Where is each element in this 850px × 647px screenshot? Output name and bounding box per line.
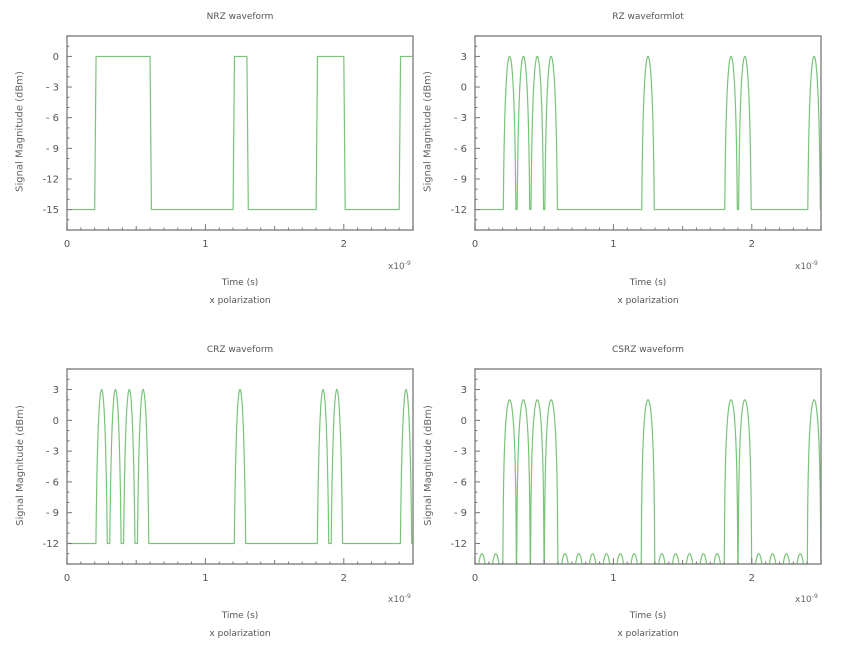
y-tick-label: 3 — [461, 52, 467, 63]
x-axis-exponent: x10-9 — [388, 593, 411, 605]
x-tick-label: 1 — [202, 239, 208, 250]
waveform-line — [67, 55, 413, 211]
crz-chart: CRZ waveform 0 1 2 3 0 - 3 - 6 - 9 -12 Signal Ma… — [7, 0, 423, 647]
axes-box — [66, 368, 414, 565]
y-tick-label: -12 — [43, 174, 59, 185]
y-tick-label: 3 — [53, 385, 59, 396]
y-tick-label: - 9 — [46, 508, 59, 519]
y-tick-label: - 3 — [454, 447, 467, 458]
x-axis-exponent: x10-9 — [795, 593, 818, 605]
x-tick-label: 2 — [749, 239, 755, 250]
plot-area: 0 1 2 3 0 - 3 - 6 - 9 -12 — [43, 368, 414, 584]
y-tick-label: - 3 — [46, 447, 59, 458]
x-tick-label: 1 — [610, 573, 616, 584]
plot-area: 0 1 2 3 0 - 3 - 6 - 9 -12 — [451, 368, 822, 584]
y-tick-label: 0 — [461, 83, 467, 94]
y-tick-label: - 3 — [454, 113, 467, 124]
y-tick-label: 0 — [53, 416, 59, 427]
y-tick-label: -12 — [451, 539, 467, 550]
y-axis-label: Signal Magnitude (dBm) — [14, 404, 26, 526]
chart-title: NRZ waveform — [206, 12, 274, 22]
y-tick-label: - 9 — [46, 144, 59, 155]
x-axis-exponent: x10-9 — [795, 260, 818, 272]
x-tick-label: 1 — [610, 239, 616, 250]
x-axis-label: Time (s) — [221, 611, 259, 621]
axes-box — [474, 368, 822, 565]
axes-box — [66, 35, 414, 231]
y-tick-label: -12 — [43, 539, 59, 550]
x-tick-label: 0 — [64, 573, 70, 584]
x-axis-label: Time (s) — [629, 611, 667, 621]
y-tick-label: - 9 — [454, 174, 467, 185]
waveform-line — [67, 388, 413, 545]
y-axis-label: Signal Magnitude (dBm) — [422, 404, 434, 526]
nrz-chart: NRZ waveform 0 1 2 0 - 3 - 6 - 9 -12 -15 Signal … — [7, 0, 423, 647]
rz-chart: RZ waveformlot 0 1 2 3 0 - 3 - 6 - 9 -12 Signal … — [415, 0, 831, 647]
plot-area: 0 1 2 0 - 3 - 6 - 9 -12 -15 — [43, 35, 414, 250]
y-tick-label: 3 — [461, 385, 467, 396]
y-tick-label: 0 — [461, 416, 467, 427]
axes-box — [474, 35, 822, 231]
y-tick-label: - 6 — [46, 477, 59, 488]
waveform-line — [475, 399, 822, 565]
y-tick-label: - 6 — [46, 113, 59, 124]
x-tick-label: 0 — [472, 239, 478, 250]
x-axis-label: Time (s) — [629, 278, 667, 288]
polarization-label: x polarization — [617, 296, 679, 306]
polarization-label: x polarization — [209, 296, 271, 306]
y-tick-label: - 3 — [46, 83, 59, 94]
polarization-label: x polarization — [209, 629, 271, 639]
plot-area: 0 1 2 3 0 - 3 - 6 - 9 -12 — [451, 35, 822, 250]
y-tick-label: - 6 — [454, 477, 467, 488]
chart-title: CRZ waveform — [206, 345, 274, 355]
csrz-chart: CSRZ waveform 0 1 2 3 0 - 3 - 6 - 9 -12 Signal M… — [415, 0, 831, 647]
polarization-label: x polarization — [617, 629, 679, 639]
chart-title: CSRZ waveform — [612, 345, 684, 355]
y-tick-label: - 9 — [454, 508, 467, 519]
x-tick-label: 0 — [64, 239, 70, 250]
y-tick-label: 0 — [53, 52, 59, 63]
x-tick-label: 2 — [749, 573, 755, 584]
y-tick-label: -15 — [43, 205, 59, 216]
y-tick-label: - 6 — [454, 144, 467, 155]
x-axis-label: Time (s) — [221, 278, 259, 288]
x-axis-exponent: x10-9 — [388, 260, 411, 272]
x-tick-label: 2 — [341, 573, 347, 584]
waveform-line — [475, 55, 822, 211]
x-tick-label: 2 — [341, 239, 347, 250]
x-tick-label: 1 — [202, 573, 208, 584]
x-tick-label: 0 — [472, 573, 478, 584]
chart-title: RZ waveformlot — [612, 12, 684, 22]
y-tick-label: -12 — [451, 205, 467, 216]
